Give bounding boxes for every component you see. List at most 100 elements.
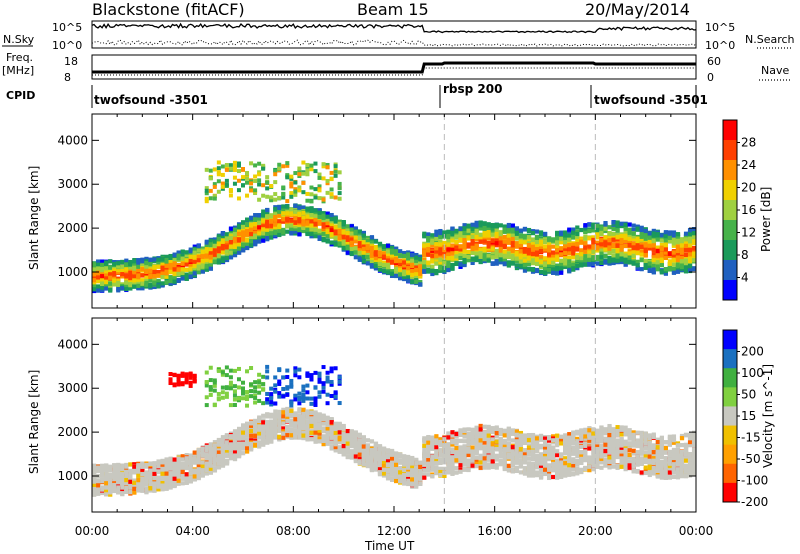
- scatter-cell: [394, 259, 399, 264]
- scatter-cell: [567, 233, 572, 239]
- scatter-cell: [518, 249, 524, 254]
- scatter-cell: [446, 256, 451, 261]
- scatter-cell: [631, 237, 636, 242]
- scatter-cell: [96, 483, 101, 488]
- scatter-cell: [615, 258, 620, 263]
- scatter-cell: [180, 261, 185, 266]
- scatter-cell: [675, 255, 681, 260]
- scatter-cell: [369, 263, 375, 268]
- scatter-cell: [325, 214, 330, 219]
- scatter-cell: [156, 269, 161, 275]
- scatter-cell: [289, 226, 294, 231]
- scatter-cell: [446, 247, 451, 252]
- scatter-cell: [538, 254, 544, 260]
- scatter-cell: [120, 272, 125, 277]
- scatter-cell: [534, 252, 540, 258]
- scatter-cell: [486, 233, 491, 238]
- scatter-cell: [647, 235, 652, 240]
- scatter-cell: [599, 238, 604, 243]
- scatter-cell: [277, 162, 282, 167]
- scatter-cell: [212, 239, 218, 244]
- scatter-cell: [571, 227, 576, 232]
- scatter-cell: [232, 232, 238, 237]
- scatter-cell: [305, 162, 310, 167]
- scatter-cell: [293, 180, 298, 185]
- scatter-cell: [236, 246, 242, 251]
- scatter-cell: [164, 280, 169, 285]
- scatter-cell: [188, 252, 193, 257]
- scatter-cell: [108, 259, 113, 264]
- scatter-cell: [522, 262, 528, 267]
- scatter-cell: [164, 486, 169, 491]
- scatter-cell: [172, 461, 177, 467]
- scatter-cell: [232, 225, 238, 230]
- scatter-cell: [543, 247, 548, 252]
- scatter-cell: [434, 261, 439, 266]
- scatter-cell: [551, 270, 556, 275]
- scatter-cell: [571, 260, 576, 265]
- scatter-cell: [192, 244, 197, 249]
- scatter-cell: [108, 281, 113, 286]
- scatter-cell: [575, 266, 580, 271]
- scatter-cell: [478, 220, 483, 225]
- scatter-cell: [587, 248, 592, 253]
- scatter-cell: [414, 261, 419, 267]
- scatter-cell: [216, 170, 221, 175]
- scatter-cell: [571, 262, 576, 267]
- scatter-cell: [160, 265, 165, 271]
- scatter-cell: [236, 231, 242, 236]
- scatter-cell: [124, 464, 129, 469]
- scatter-cell: [559, 249, 564, 254]
- scatter-cell: [313, 221, 318, 226]
- scatter-cell: [591, 243, 596, 248]
- scatter-cell: [253, 222, 258, 227]
- scatter-cell: [176, 374, 181, 379]
- scatter-cell: [631, 231, 636, 236]
- scatter-cell: [325, 234, 330, 239]
- scatter-cell: [490, 246, 495, 251]
- scatter-cell: [365, 255, 371, 260]
- scatter-cell: [132, 284, 137, 289]
- scatter-cell: [446, 233, 451, 238]
- scatter-cell: [192, 263, 197, 269]
- scatter-cell: [486, 254, 491, 259]
- scatter-cell: [659, 257, 664, 262]
- scatter-cell: [281, 195, 286, 200]
- scatter-cell: [470, 222, 475, 227]
- scatter-cell: [486, 223, 491, 228]
- scatter-cell: [619, 238, 624, 243]
- scatter-cell: [136, 465, 141, 470]
- scatter-cell: [381, 268, 387, 274]
- scatter-cell: [172, 267, 177, 272]
- scatter-cell: [349, 240, 354, 245]
- scatter-cell: [619, 259, 624, 265]
- scatter-cell: [285, 224, 290, 229]
- scatter-cell: [168, 256, 173, 261]
- scatter-cell: [414, 255, 419, 260]
- scatter-cell: [534, 239, 540, 245]
- scatter-cell: [643, 263, 648, 268]
- scatter-cell: [249, 239, 254, 244]
- scatter-cell: [567, 255, 572, 260]
- scatter-cell: [164, 479, 169, 484]
- scatter-cell: [200, 449, 205, 455]
- scatter-cell: [176, 380, 181, 385]
- scatter-cell: [583, 246, 588, 251]
- scatter-cell: [124, 481, 129, 487]
- scatter-cell: [168, 262, 173, 268]
- colorbar-tick-label: 24: [741, 158, 756, 172]
- scatter-cell: [116, 472, 121, 478]
- scatter-cell: [406, 261, 411, 266]
- scatter-cell: [309, 231, 314, 237]
- scatter-cell: [313, 187, 318, 192]
- scatter-cell: [494, 227, 499, 232]
- scatter-cell: [325, 231, 330, 236]
- scatter-cell: [470, 226, 475, 232]
- scatter-cell: [337, 196, 342, 201]
- scatter-cell: [172, 276, 177, 281]
- scatter-cell: [301, 190, 306, 195]
- scatter-cell: [567, 247, 572, 252]
- scatter-cell: [140, 478, 145, 483]
- scatter-cell: [502, 239, 507, 244]
- scatter-cell: [514, 231, 520, 236]
